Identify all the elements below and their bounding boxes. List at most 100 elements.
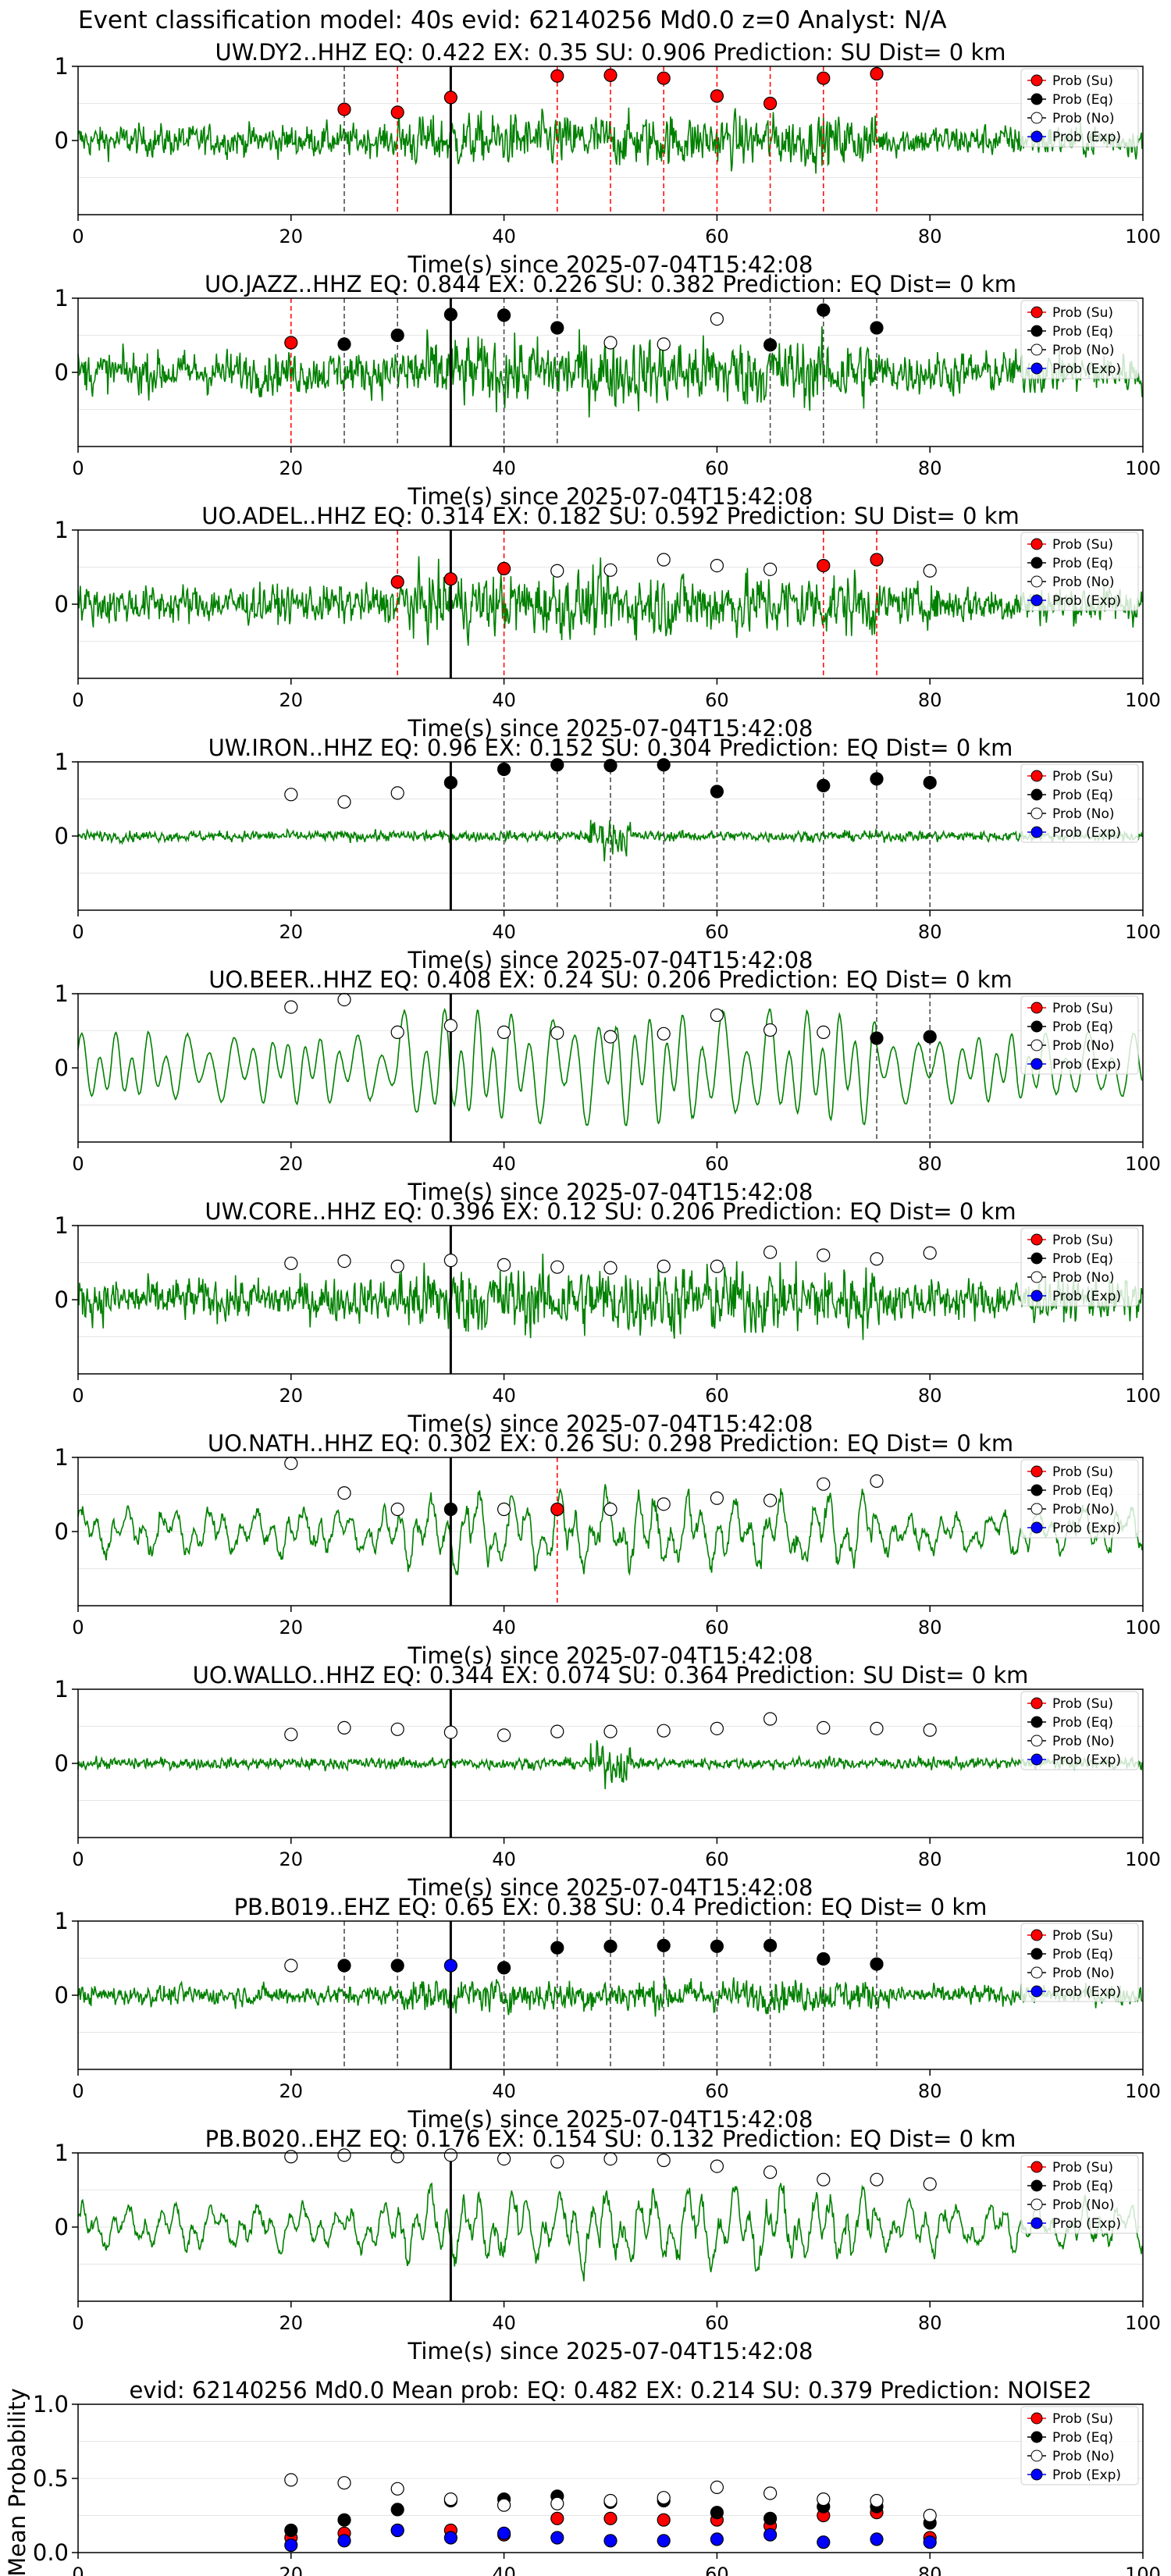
y-tick-label: 0 xyxy=(55,1286,69,1313)
x-tick-label: 40 xyxy=(492,1617,516,1638)
prob-marker xyxy=(657,71,671,85)
x-tick-label: 100 xyxy=(1125,921,1161,943)
station-panel: UW.DY2..HHZ EQ: 0.422 EX: 0.35 SU: 0.906… xyxy=(55,39,1161,278)
station-panel: PB.B019..EHZ EQ: 0.65 EX: 0.38 SU: 0.4 P… xyxy=(55,1894,1161,2133)
prob-marker xyxy=(710,1491,724,1505)
prob-marker xyxy=(870,772,884,786)
legend-marker xyxy=(1030,1735,1043,1747)
prob-marker xyxy=(390,105,404,119)
y-tick-label: 0 xyxy=(55,823,69,849)
waveform-trace xyxy=(77,1253,1143,1340)
prob-marker xyxy=(337,102,351,116)
legend-box xyxy=(1020,68,1139,148)
mean-prob-marker xyxy=(550,2496,564,2510)
prob-marker xyxy=(763,96,778,111)
legend-label: Prob (No) xyxy=(1052,575,1115,590)
prob-marker xyxy=(550,1502,564,1517)
prob-marker xyxy=(603,1261,618,1275)
legend-label: Prob (Su) xyxy=(1052,2160,1113,2176)
prob-marker xyxy=(817,778,831,793)
legend-label: Prob (Su) xyxy=(1052,1464,1113,1480)
station-panel: UO.NATH..HHZ EQ: 0.302 EX: 0.26 SU: 0.29… xyxy=(55,1430,1161,1669)
mean-prob-marker xyxy=(550,2531,564,2545)
legend-label: Prob (Exp) xyxy=(1052,1057,1121,1073)
x-tick-label: 40 xyxy=(492,2564,516,2576)
prob-marker xyxy=(443,91,458,105)
x-tick-label: 40 xyxy=(492,1153,516,1175)
x-tick-label: 0 xyxy=(72,1385,84,1407)
x-axis-label: Time(s) since 2025-07-04T15:42:08 xyxy=(408,1179,813,1205)
prob-marker xyxy=(923,564,937,578)
prob-marker xyxy=(497,1502,511,1517)
legend-marker xyxy=(1030,1966,1043,1979)
x-tick-label: 0 xyxy=(72,2312,84,2334)
y-tick-label: 1 xyxy=(55,53,69,80)
prob-marker xyxy=(603,1724,618,1738)
prob-marker xyxy=(657,758,671,772)
x-tick-label: 0 xyxy=(72,1153,84,1175)
legend-marker xyxy=(1030,1929,1043,1941)
mean-prob-marker xyxy=(603,2493,618,2508)
x-tick-label: 80 xyxy=(918,1848,942,1870)
legend-marker xyxy=(1030,1521,1043,1534)
prob-marker xyxy=(284,2150,298,2164)
x-tick-label: 60 xyxy=(705,1153,729,1175)
prob-marker xyxy=(284,788,298,802)
prob-marker xyxy=(763,1938,778,1952)
prob-marker xyxy=(817,1025,831,1040)
legend-box xyxy=(1020,1227,1139,1307)
station-panel: UW.IRON..HHZ EQ: 0.96 EX: 0.152 SU: 0.30… xyxy=(55,735,1161,973)
y-tick-label: 1 xyxy=(55,749,69,775)
x-tick-label: 40 xyxy=(492,689,516,711)
x-tick-label: 0 xyxy=(72,1848,84,1870)
prob-marker xyxy=(443,1254,458,1268)
x-tick-label: 80 xyxy=(918,2080,942,2102)
legend-marker xyxy=(1030,1233,1043,1246)
x-tick-label: 60 xyxy=(705,1385,729,1407)
mean-prob-marker xyxy=(657,2513,671,2527)
prob-marker xyxy=(657,1259,671,1273)
prob-marker xyxy=(550,1941,564,1955)
mean-prob-marker xyxy=(603,2534,618,2548)
y-tick-label: 1.0 xyxy=(33,2391,69,2418)
y-tick-label: 0.0 xyxy=(33,2539,69,2566)
legend-marker xyxy=(1030,1753,1043,1766)
prob-marker xyxy=(443,775,458,790)
legend-label: Prob (Su) xyxy=(1052,1001,1113,1016)
x-axis-label: Time(s) since 2025-07-04T15:42:08 xyxy=(408,483,813,510)
panel-title: UO.ADEL..HHZ EQ: 0.314 EX: 0.182 SU: 0.5… xyxy=(201,503,1020,529)
prob-marker xyxy=(603,68,618,83)
mean-prob-marker xyxy=(710,2480,724,2494)
prob-marker xyxy=(284,1000,298,1014)
prob-marker xyxy=(870,66,884,81)
prob-marker xyxy=(817,1477,831,1491)
legend-marker xyxy=(1030,788,1043,801)
x-axis-label: Time(s) since 2025-07-04T15:42:08 xyxy=(408,1642,813,1669)
prob-marker xyxy=(817,303,831,317)
x-tick-label: 80 xyxy=(918,1385,942,1407)
prob-marker xyxy=(550,564,564,578)
legend-label: Prob (No) xyxy=(1052,1734,1115,1749)
x-tick-label: 100 xyxy=(1125,1617,1161,1638)
legend-label: Prob (Eq) xyxy=(1052,2430,1113,2446)
mean-prob-marker xyxy=(284,2473,298,2487)
legend-label: Prob (No) xyxy=(1052,1966,1115,1981)
x-tick-label: 20 xyxy=(279,226,304,247)
legend-marker xyxy=(1030,2179,1043,2192)
prob-marker xyxy=(817,558,831,573)
x-tick-label: 40 xyxy=(492,2312,516,2334)
legend-box xyxy=(1020,532,1139,611)
x-tick-label: 20 xyxy=(279,2564,304,2576)
prob-marker xyxy=(497,1258,511,1272)
y-tick-label: 1 xyxy=(55,285,69,311)
prob-marker xyxy=(710,1939,724,1953)
legend-marker xyxy=(1030,1948,1043,1960)
plot-frame xyxy=(77,1920,1144,2070)
x-tick-label: 80 xyxy=(918,226,942,247)
prob-marker xyxy=(337,1485,351,1500)
prob-marker xyxy=(497,561,511,576)
prob-marker xyxy=(443,1959,458,1973)
legend-label: Prob (Exp) xyxy=(1052,1984,1121,2000)
y-tick-label: 0 xyxy=(55,1518,69,1545)
prob-marker xyxy=(497,2152,511,2166)
